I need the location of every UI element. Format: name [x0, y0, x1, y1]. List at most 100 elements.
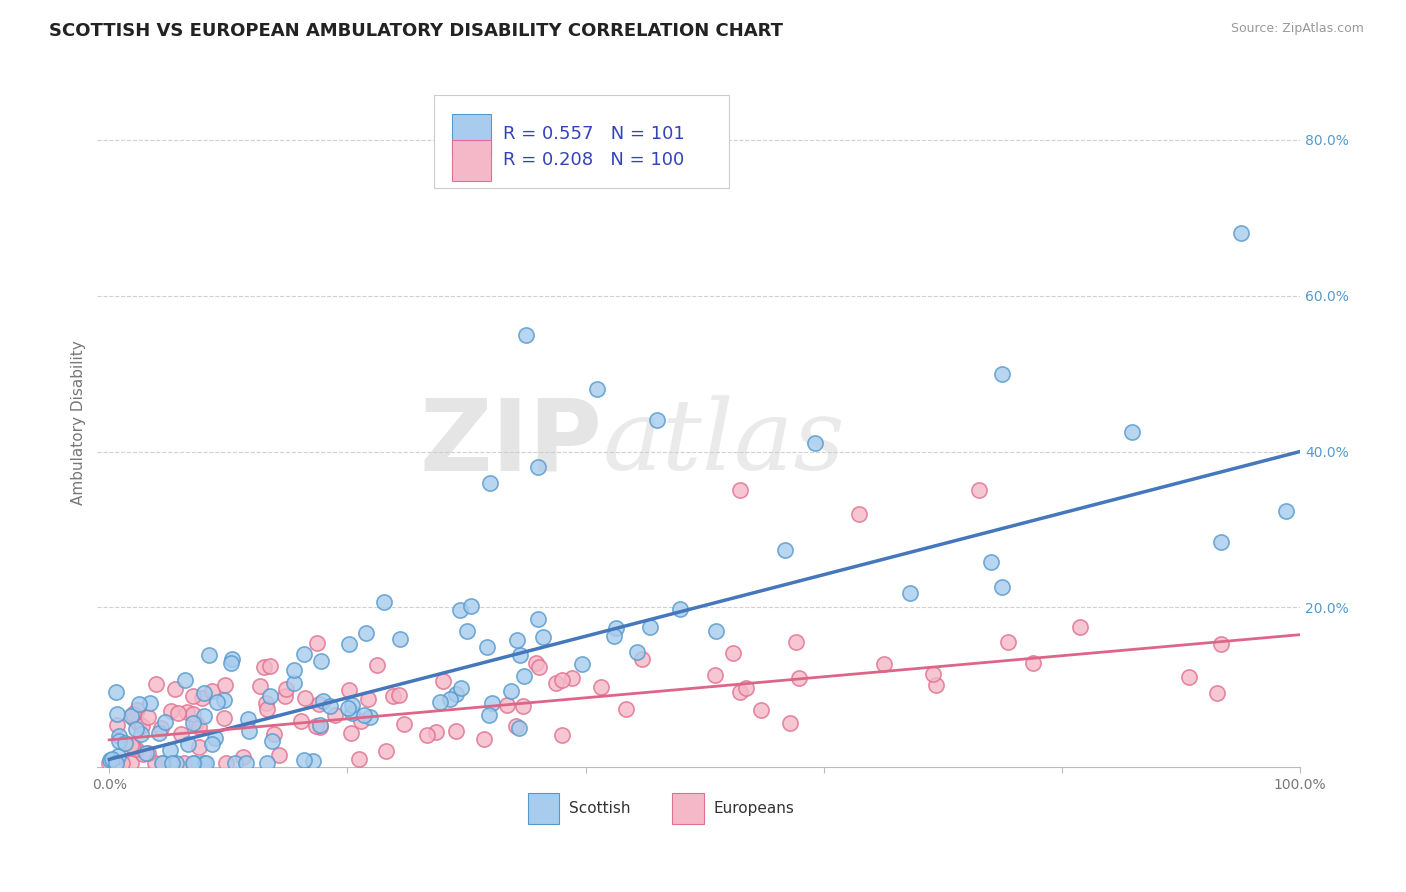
Point — [263, 727, 285, 741]
Point — [170, 727, 193, 741]
FancyBboxPatch shape — [672, 793, 703, 823]
Point — [120, 738, 142, 752]
Point — [150, 756, 173, 771]
Text: R = 0.557   N = 101: R = 0.557 N = 101 — [503, 126, 685, 144]
Point — [155, 714, 177, 729]
Point — [204, 731, 226, 746]
Text: Europeans: Europeans — [713, 801, 794, 816]
Point — [159, 704, 181, 718]
FancyBboxPatch shape — [527, 793, 560, 823]
Point — [359, 709, 381, 723]
Point — [201, 684, 224, 698]
Point — [631, 652, 654, 666]
FancyBboxPatch shape — [453, 140, 491, 180]
Point — [105, 685, 128, 699]
Point — [294, 690, 316, 705]
Point — [779, 716, 801, 731]
Point — [302, 755, 325, 769]
Point — [357, 692, 380, 706]
Point — [475, 640, 498, 655]
Point — [603, 629, 626, 643]
Point — [366, 657, 388, 672]
Point — [145, 677, 167, 691]
Point — [505, 719, 527, 733]
Point — [728, 684, 751, 698]
Point — [219, 656, 242, 670]
Point — [1205, 686, 1227, 700]
Point — [450, 681, 472, 695]
Point — [186, 716, 208, 731]
Point — [980, 555, 1002, 569]
Point — [444, 687, 467, 701]
Point — [232, 750, 254, 764]
Point — [176, 737, 198, 751]
Point — [353, 708, 375, 723]
Point — [150, 721, 173, 735]
Point — [125, 702, 148, 716]
Point — [162, 756, 184, 771]
Point — [238, 724, 260, 739]
Point — [432, 673, 454, 688]
Point — [479, 475, 502, 490]
Point — [529, 660, 551, 674]
Point — [340, 726, 363, 740]
Point — [381, 689, 404, 703]
Point — [730, 483, 752, 498]
Point — [1209, 637, 1232, 651]
Point — [645, 413, 668, 427]
Point — [181, 689, 204, 703]
Point — [283, 676, 305, 690]
Point — [214, 678, 236, 692]
Point — [103, 756, 125, 770]
Point — [605, 621, 627, 635]
Point — [508, 721, 530, 735]
Point — [135, 746, 157, 760]
Point — [804, 436, 827, 450]
Point — [309, 654, 332, 668]
Point — [512, 698, 534, 713]
Point — [848, 507, 870, 521]
Point — [481, 696, 503, 710]
Point — [387, 688, 409, 702]
Point — [269, 748, 291, 763]
Point — [292, 647, 315, 661]
Point — [148, 726, 170, 740]
Point — [551, 728, 574, 742]
Point — [571, 657, 593, 671]
Point — [323, 707, 346, 722]
Point — [373, 595, 395, 609]
Point — [262, 733, 284, 747]
Point — [190, 691, 212, 706]
Point — [921, 666, 943, 681]
Point — [136, 747, 159, 761]
Point — [350, 714, 373, 729]
Point — [319, 699, 342, 714]
Point — [374, 744, 396, 758]
Point — [120, 708, 142, 723]
Point — [108, 729, 131, 743]
Point — [256, 756, 278, 771]
Point — [515, 327, 537, 342]
Point — [139, 696, 162, 710]
Point — [924, 678, 946, 692]
Point — [238, 712, 260, 726]
Point — [1022, 656, 1045, 670]
Text: Scottish: Scottish — [569, 801, 630, 816]
Point — [125, 722, 148, 736]
Text: Source: ZipAtlas.com: Source: ZipAtlas.com — [1230, 22, 1364, 36]
Point — [991, 367, 1014, 381]
Point — [100, 753, 122, 767]
Point — [273, 690, 295, 704]
Point — [512, 669, 534, 683]
Point — [183, 716, 205, 731]
Point — [509, 648, 531, 662]
Point — [309, 720, 332, 734]
Point — [586, 382, 609, 396]
Point — [259, 689, 281, 703]
Point — [749, 703, 772, 717]
Point — [173, 756, 195, 771]
Point — [122, 706, 145, 721]
Point — [1178, 670, 1201, 684]
Point — [734, 681, 756, 696]
Y-axis label: Ambulatory Disability: Ambulatory Disability — [72, 340, 86, 505]
